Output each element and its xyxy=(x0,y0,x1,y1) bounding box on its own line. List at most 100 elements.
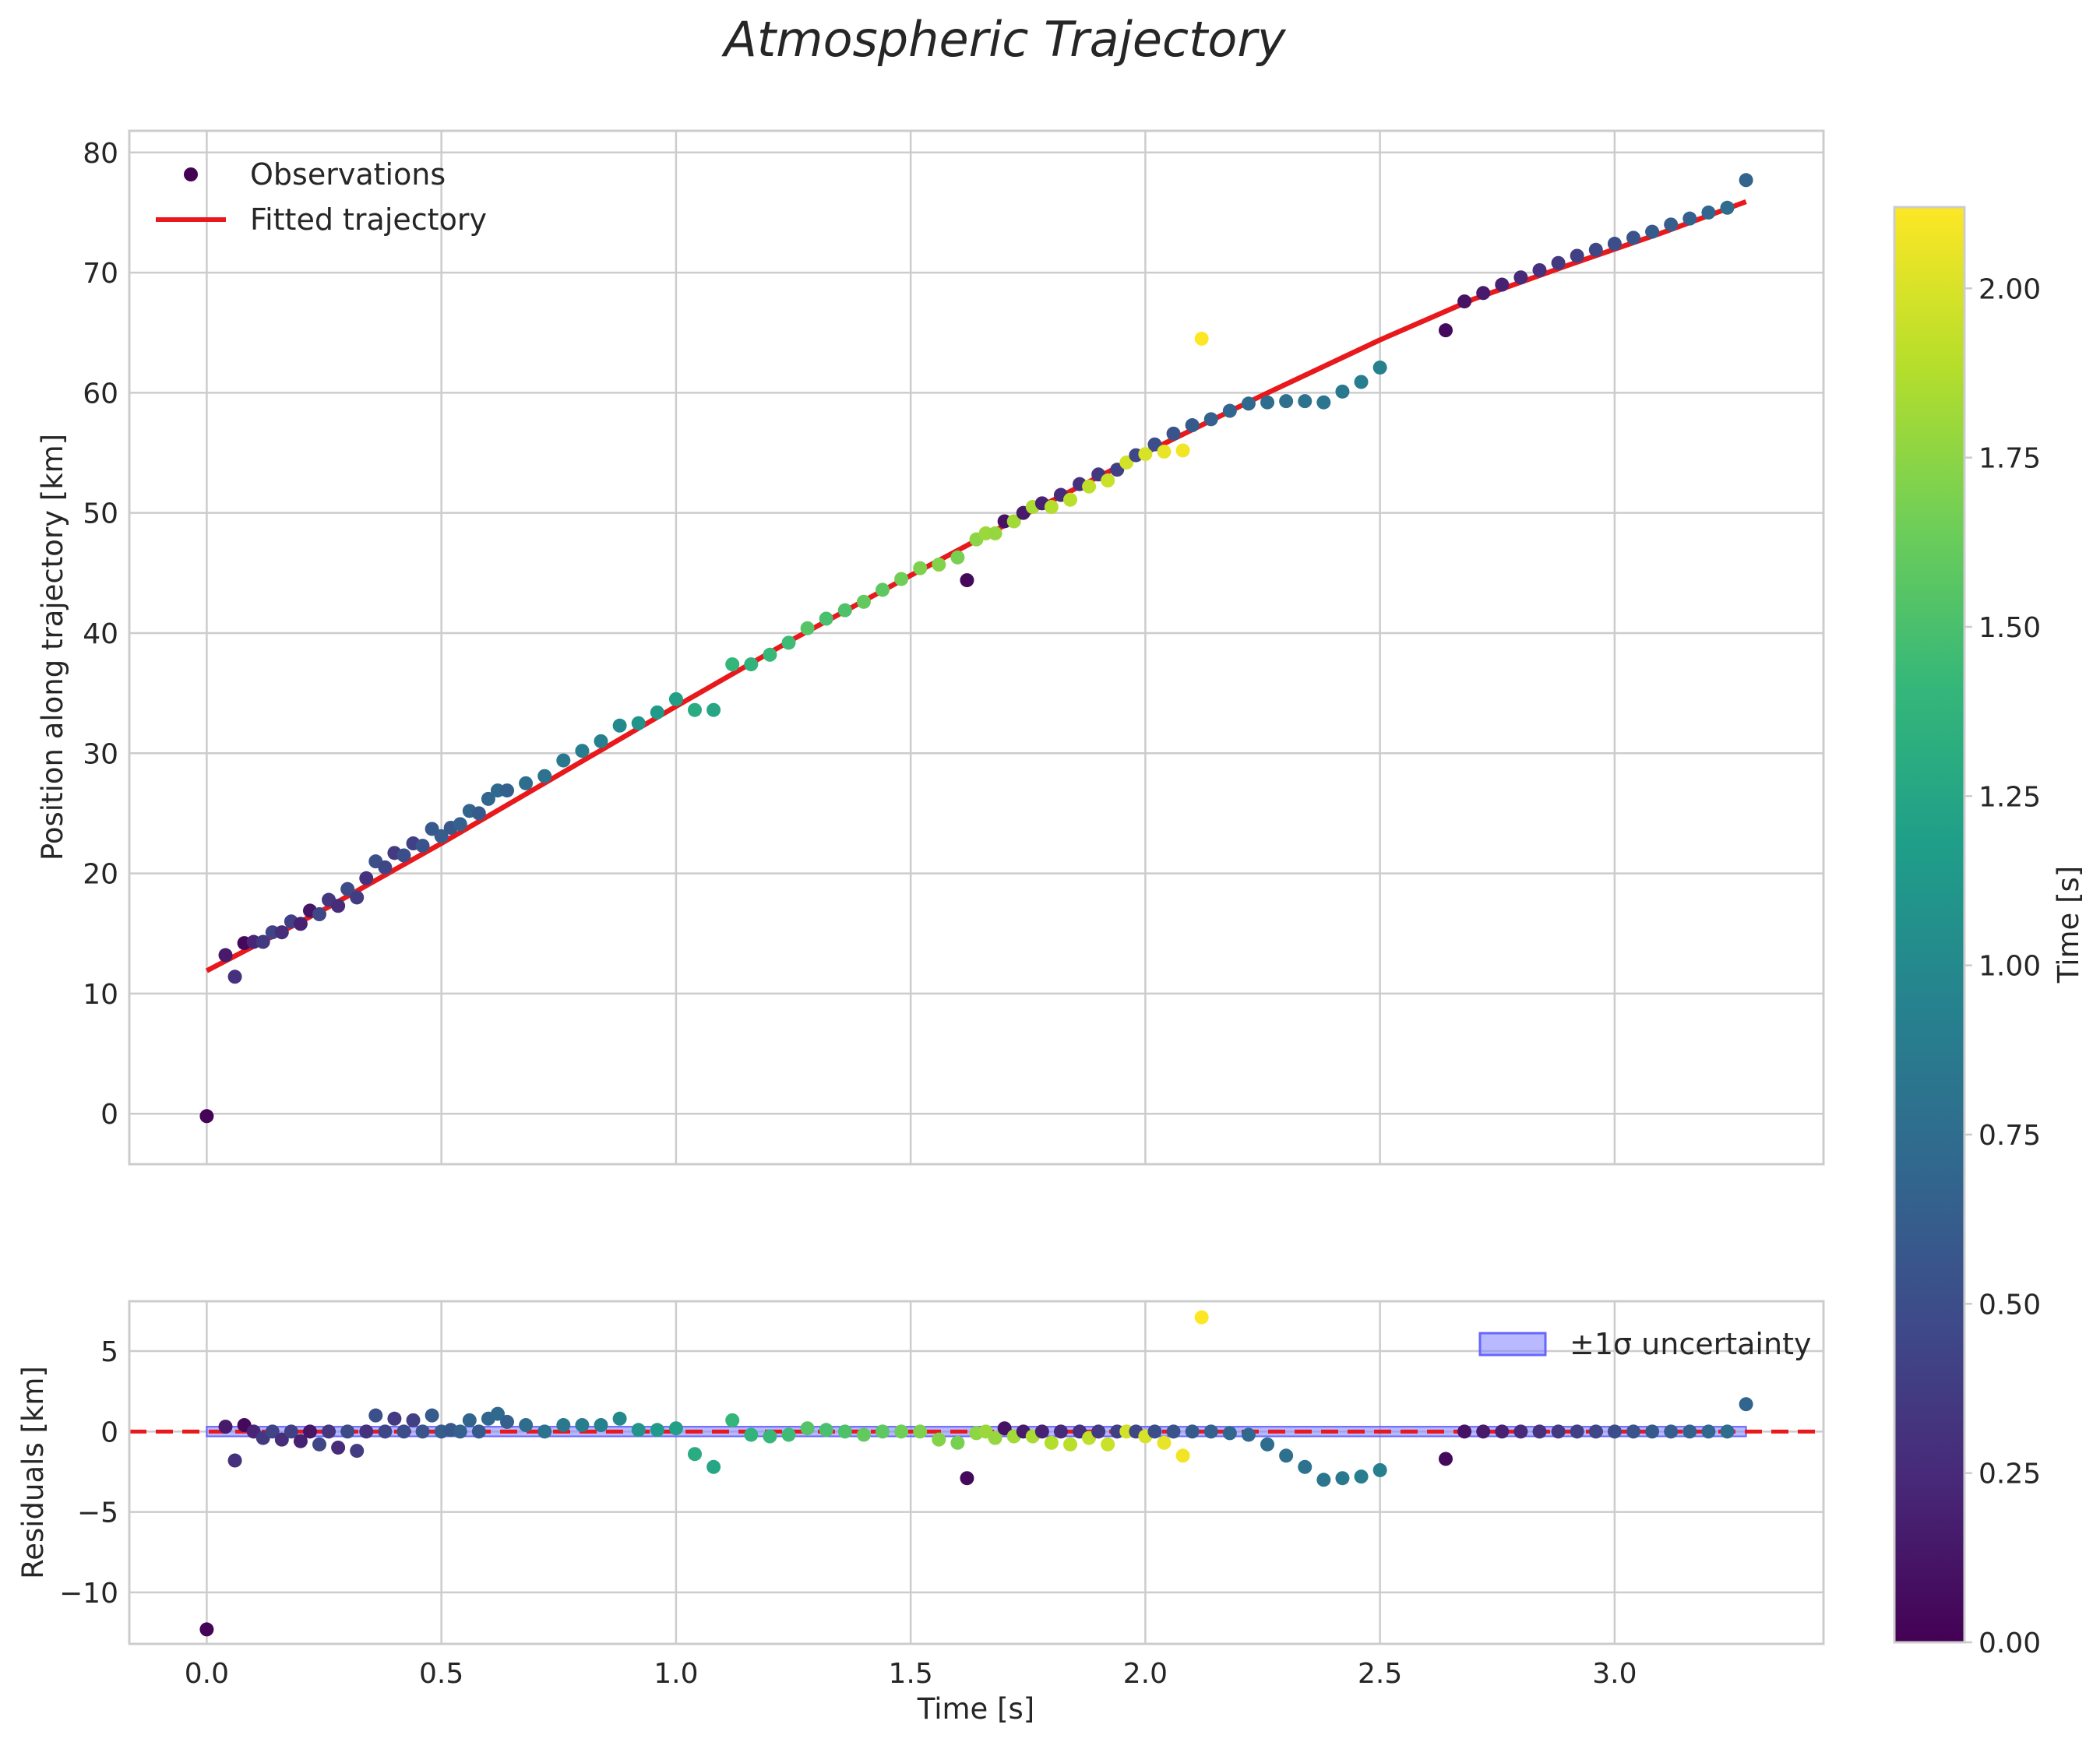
observation-point xyxy=(556,753,571,768)
residual-point xyxy=(575,1418,590,1433)
residual-point xyxy=(302,1424,317,1439)
residual-point xyxy=(1513,1424,1528,1439)
colorbar-ticks: 0.00 0.25 0.50 0.75 1.00 1.25 1.50 1.75 2.00 xyxy=(1964,273,2041,1659)
residual-point xyxy=(1588,1424,1603,1439)
residual-point xyxy=(1298,1459,1312,1474)
residual-point xyxy=(1316,1473,1331,1487)
observation-point xyxy=(1222,403,1237,418)
colorbar-tick-label: 1.25 xyxy=(1978,781,2041,813)
colorbar-tick-label: 0.50 xyxy=(1978,1289,2041,1321)
observation-point xyxy=(359,871,374,885)
residual-point xyxy=(462,1413,477,1427)
residual-point xyxy=(396,1424,411,1439)
colorbar-tick-label: 1.75 xyxy=(1978,443,2041,475)
residual-point xyxy=(997,1421,1012,1436)
residual-point xyxy=(425,1408,439,1423)
residuals-x-tick-label: 2.5 xyxy=(1358,1658,1402,1690)
residuals-layer xyxy=(199,1310,1753,1637)
observation-point xyxy=(1551,255,1566,270)
observation-point xyxy=(763,647,777,662)
observation-point xyxy=(1203,412,1218,427)
residual-point xyxy=(350,1444,365,1459)
observation-point xyxy=(1298,394,1312,409)
observation-point xyxy=(471,806,486,821)
residuals-y-tick-label: −10 xyxy=(59,1578,118,1610)
residual-point xyxy=(1241,1427,1256,1442)
observation-point xyxy=(1101,473,1115,488)
observation-point xyxy=(453,817,467,832)
legend-fit-label: Fitted trajectory xyxy=(250,202,487,237)
residual-point xyxy=(218,1420,233,1434)
main-axes-frame xyxy=(128,129,1825,1166)
residual-point xyxy=(490,1406,505,1421)
residuals-x-tick-label: 3.0 xyxy=(1592,1658,1637,1690)
residual-point xyxy=(1185,1424,1200,1439)
observation-point xyxy=(1044,499,1059,514)
observation-point xyxy=(1279,394,1294,409)
residual-point xyxy=(387,1411,402,1426)
legend-uncertainty-label: ±1σ uncertainty xyxy=(1570,1327,1811,1361)
residual-point xyxy=(1175,1448,1190,1463)
residual-point xyxy=(500,1414,515,1429)
observation-point xyxy=(988,526,1002,540)
observation-point xyxy=(350,890,365,905)
residuals-x-ticks: 0.0 0.5 1.0 1.5 2.0 2.5 3.0 xyxy=(185,1658,1637,1690)
observation-point xyxy=(199,1109,214,1124)
observation-point xyxy=(1513,270,1528,285)
residuals-x-tick-label: 1.0 xyxy=(654,1658,698,1690)
observation-point xyxy=(500,783,515,798)
observation-point xyxy=(781,635,796,650)
residual-point xyxy=(359,1424,374,1439)
residual-point xyxy=(744,1427,759,1442)
residuals-y-tick-label: −5 xyxy=(77,1497,118,1529)
observation-point xyxy=(1175,443,1190,458)
residual-point xyxy=(1739,1397,1753,1412)
residual-point xyxy=(1626,1424,1640,1439)
residual-point xyxy=(876,1424,890,1439)
residual-point xyxy=(1551,1424,1566,1439)
residuals-x-tick-label: 1.5 xyxy=(889,1658,933,1690)
residual-point xyxy=(781,1427,796,1442)
residuals-x-tick-label: 2.0 xyxy=(1123,1658,1168,1690)
observation-point xyxy=(1570,248,1584,263)
residual-point xyxy=(1222,1426,1237,1441)
observation-point xyxy=(894,572,909,586)
residual-point xyxy=(960,1471,974,1486)
residual-point xyxy=(763,1429,777,1444)
colorbar-tick-label: 1.50 xyxy=(1978,612,2041,644)
residual-point xyxy=(1335,1471,1350,1486)
observation-point xyxy=(800,621,815,635)
observations-layer xyxy=(199,173,1753,1124)
observation-point xyxy=(575,744,590,758)
colorbar-tick-label: 2.00 xyxy=(1978,273,2041,305)
residual-point xyxy=(199,1622,214,1637)
legend-observations-label: Observations xyxy=(250,157,446,192)
observation-point xyxy=(1626,231,1640,245)
residuals-y-ticks: 5 0 −5 −10 xyxy=(59,1336,118,1610)
observation-point xyxy=(1316,395,1331,410)
residuals-axes-frame xyxy=(128,1300,1825,1645)
observation-point xyxy=(1664,217,1679,232)
residual-point xyxy=(819,1423,833,1438)
residuals-y-tick-label: 0 xyxy=(100,1416,118,1448)
observation-point xyxy=(255,934,270,949)
observation-point xyxy=(1241,396,1256,411)
residual-point xyxy=(1147,1424,1162,1439)
residual-point xyxy=(415,1424,430,1439)
observation-point xyxy=(312,907,327,922)
observation-point xyxy=(1260,395,1275,410)
residual-point xyxy=(1570,1424,1584,1439)
residual-point xyxy=(1203,1424,1218,1439)
residuals-plot-area: 0.0 0.5 1.0 1.5 2.0 2.5 3.0 5 0 −5 −10 Residuals … xyxy=(16,1300,1825,1726)
observation-point xyxy=(1354,375,1369,389)
residual-point xyxy=(1664,1424,1679,1439)
residual-point xyxy=(537,1424,552,1439)
observation-point xyxy=(1062,492,1077,507)
residual-point xyxy=(471,1424,486,1439)
observation-point xyxy=(960,573,974,588)
residual-point xyxy=(668,1421,683,1436)
observation-point xyxy=(218,948,233,962)
observation-point xyxy=(274,925,289,940)
residuals-legend: ±1σ uncertainty xyxy=(1478,1327,1811,1361)
residual-point xyxy=(1260,1437,1275,1452)
